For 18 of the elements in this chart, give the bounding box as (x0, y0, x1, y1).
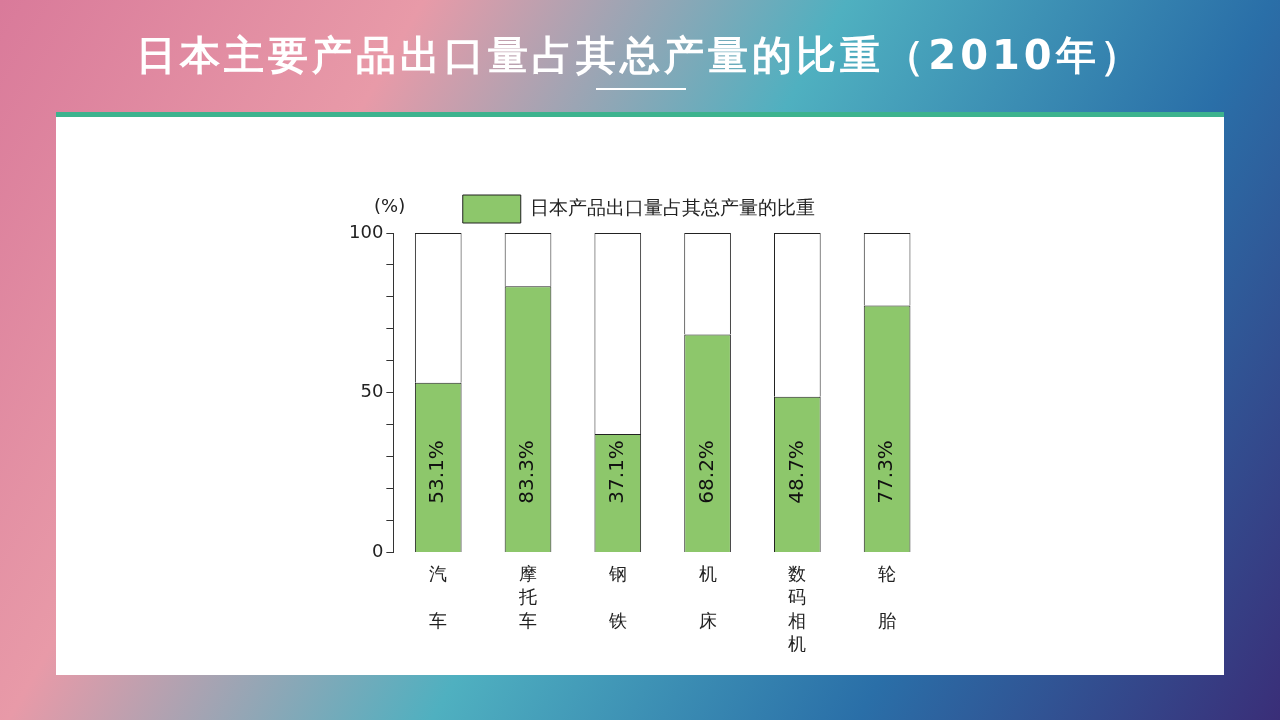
category-label: 汽车 (429, 562, 448, 631)
data-label: 77.3% (873, 440, 898, 504)
category-label: 机床 (698, 562, 717, 631)
category-label: 钢铁 (608, 562, 627, 631)
y-tick-label: 0 (371, 540, 384, 562)
data-label: 68.2% (693, 440, 718, 504)
x-tick-label: 摩托车 (518, 562, 538, 631)
category-label: 轮胎 (878, 562, 897, 631)
chart-title: 日本主要产品出口量占其总产量的比重（2010年） (135, 31, 1145, 80)
y-tick-label: 100 (349, 220, 384, 242)
y-axis-title: (%) (374, 195, 406, 216)
x-tick-label: 数码相机 (788, 562, 807, 654)
data-label: 53.1% (424, 440, 449, 504)
data-label: 37.1% (603, 440, 628, 504)
legend-label: 日本产品出口量占其总产量的比重 (530, 195, 816, 218)
data-label: 83.3% (514, 440, 539, 504)
data-label: 48.7% (783, 440, 808, 504)
y-tick-label: 50 (360, 380, 384, 402)
